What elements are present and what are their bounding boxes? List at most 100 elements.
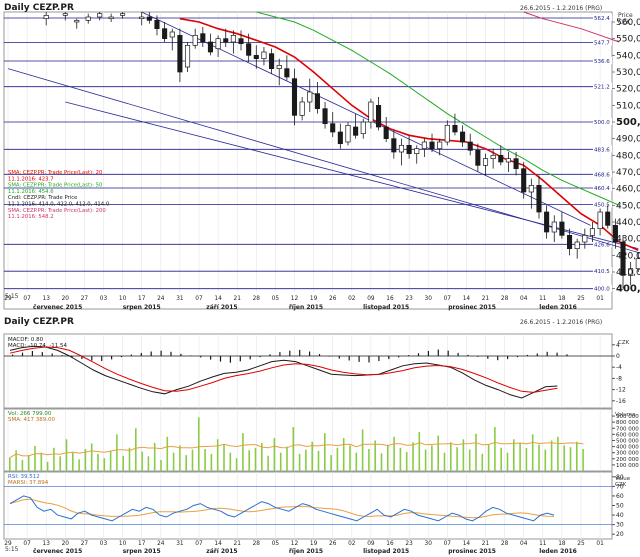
macd-histogram-bar — [180, 353, 182, 356]
price-panel: 562.4 547.7 536.6 521.2 500.0 483.6 468.6 460.4… — [3, 3, 640, 311]
macd-histogram-bar — [477, 356, 479, 357]
macd-currency: CZK — [618, 340, 630, 346]
candle-body — [612, 224, 618, 243]
macd-histogram-bar — [516, 356, 519, 358]
macd-histogram-bar — [507, 356, 509, 360]
macd-histogram-bar — [368, 356, 370, 363]
volume-bar — [235, 458, 238, 471]
indicator-date-range: 26.6.2015 - 1.2.2016 (PRG) — [520, 319, 602, 326]
candle-body — [314, 93, 320, 110]
macd-histogram-bar — [190, 355, 192, 356]
volume-label-2: SMA: 417 389.00 — [8, 417, 55, 423]
date-tick-label: 02 — [348, 541, 356, 547]
macd-histogram-bar — [318, 354, 321, 356]
volume-bar — [393, 436, 395, 471]
candle-body — [330, 123, 336, 133]
macd-histogram-bar — [309, 351, 311, 356]
volume-bar — [21, 460, 24, 471]
volume-bar — [27, 455, 30, 471]
month-label: prosinec 2015 — [448, 304, 496, 311]
candle-body — [429, 141, 435, 150]
macd-histogram-bar — [269, 354, 271, 356]
macd-histogram-bar — [348, 356, 350, 361]
legend-entry: 11.1.2016: 548.2 — [8, 214, 54, 220]
candle-body — [192, 34, 198, 46]
volume-bar — [563, 445, 565, 471]
volume-bar — [116, 434, 118, 471]
candle-body — [276, 64, 282, 70]
candle-body — [284, 68, 290, 78]
price-axis-label: 410,0 — [616, 268, 640, 278]
level-tag — [593, 184, 612, 191]
volume-bar — [128, 447, 131, 471]
date-tick-label: 31 — [176, 296, 184, 302]
level-value: 410.5 — [594, 269, 610, 275]
volume-bar — [418, 431, 421, 471]
volume-bar — [223, 444, 225, 471]
macd-histogram-bar — [12, 354, 14, 356]
volume-bar — [317, 450, 320, 471]
price-axis-label: 470,0 — [616, 168, 640, 178]
macd-histogram-bar — [328, 356, 330, 357]
candle-body — [97, 13, 103, 18]
candle-body — [184, 44, 191, 68]
level-tag — [593, 170, 612, 178]
date-tick-label: 23 — [405, 296, 413, 302]
volume-bar — [500, 447, 502, 471]
candle-body — [460, 131, 466, 143]
month-label: říjen 2015 — [289, 548, 323, 555]
volume-bar — [311, 441, 313, 471]
date-tick-label: 03 — [100, 541, 108, 547]
rsi-axis-label: 60 — [616, 493, 624, 500]
volume-bar — [210, 453, 213, 471]
price-axis-label: 400,0 — [616, 284, 640, 295]
date-tick-label: 16 — [386, 296, 394, 302]
candle-body — [207, 41, 214, 53]
macd-axis-label: 4 — [616, 342, 620, 349]
candlesticks — [43, 12, 640, 289]
level-value: 450.5 — [594, 203, 610, 209]
date-tick-label: 25 — [577, 296, 585, 302]
date-tick-label: 14 — [214, 296, 222, 302]
volume-bar — [279, 452, 282, 471]
date-tick-label: 20 — [62, 541, 70, 547]
macd-histogram-bar — [111, 356, 113, 360]
month-label: říjen 2015 — [289, 304, 323, 311]
macd-histogram-bar — [41, 352, 43, 356]
rsi-currency: CZK — [615, 482, 627, 488]
candle-body — [238, 38, 244, 45]
volume-bar — [34, 445, 36, 471]
legend: SMA: CEZP.PR: Trade Price(Last): 2011.1.… — [8, 170, 110, 220]
price-axis-label: 450,0 — [616, 201, 640, 211]
macd-histogram-bar — [31, 350, 33, 356]
macd-histogram-bar — [427, 350, 429, 356]
date-tick-label: 19 — [310, 541, 318, 547]
macd-histogram-bar — [249, 356, 251, 360]
date-tick-label: 21 — [482, 541, 490, 547]
volume-axis-label: 900 000 — [616, 414, 639, 420]
candle-body — [528, 184, 534, 193]
level-tag — [593, 38, 612, 46]
rsi-axis-label: 30 — [616, 522, 624, 529]
candle-body — [498, 154, 504, 163]
volume-bar — [103, 458, 106, 471]
month-label: listopad 2015 — [363, 548, 409, 555]
volume-bar — [531, 434, 534, 471]
date-tick-label: 02 — [348, 296, 356, 302]
candle-body — [246, 43, 252, 56]
volume-bar — [576, 441, 578, 471]
candle-body — [162, 28, 168, 40]
macd-histogram-bar — [140, 352, 142, 356]
date-tick-label: 01 — [596, 296, 604, 302]
candle-body — [551, 221, 557, 233]
price-axis-label: 440,0 — [616, 218, 640, 228]
macd-axis-label: -8 — [616, 375, 622, 382]
volume-axis-label: 500 000 — [616, 438, 639, 444]
date-tick-label: 16 — [386, 541, 394, 547]
volume-bar — [72, 452, 74, 471]
date-tick-label: 28 — [501, 296, 509, 302]
level-tag — [593, 145, 612, 153]
volume-bar — [254, 447, 257, 471]
level-value: 562.4 — [594, 16, 610, 22]
candle-body — [544, 211, 550, 233]
